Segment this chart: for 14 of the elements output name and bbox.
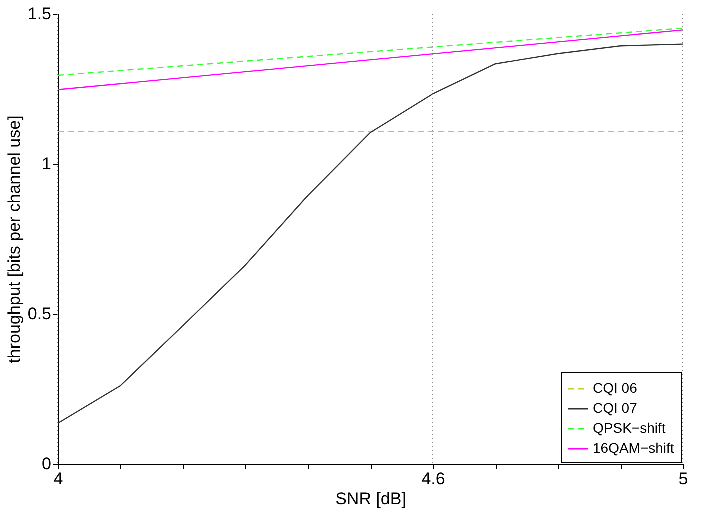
x-tick-label: 4 — [54, 470, 64, 488]
legend-label: CQI 07 — [593, 400, 638, 416]
x-axis-title: SNR [dB] — [336, 490, 406, 508]
y-tick-label: 1.5 — [28, 4, 52, 24]
y-tick-label: 0 — [42, 454, 52, 474]
legend-label: CQI 06 — [593, 380, 638, 396]
x-tick-label: 5 — [678, 470, 688, 488]
x-tick-label: 4.6 — [422, 470, 446, 488]
y-tick-label: 1 — [42, 154, 52, 174]
legend-label: QPSK−shift — [593, 420, 666, 436]
legend-label: 16QAM−shift — [593, 440, 674, 456]
line-series — [57, 44, 684, 424]
y-axis-title: throughput [bits per channel use] — [4, 116, 24, 364]
y-tick-label: 0.5 — [28, 304, 52, 324]
